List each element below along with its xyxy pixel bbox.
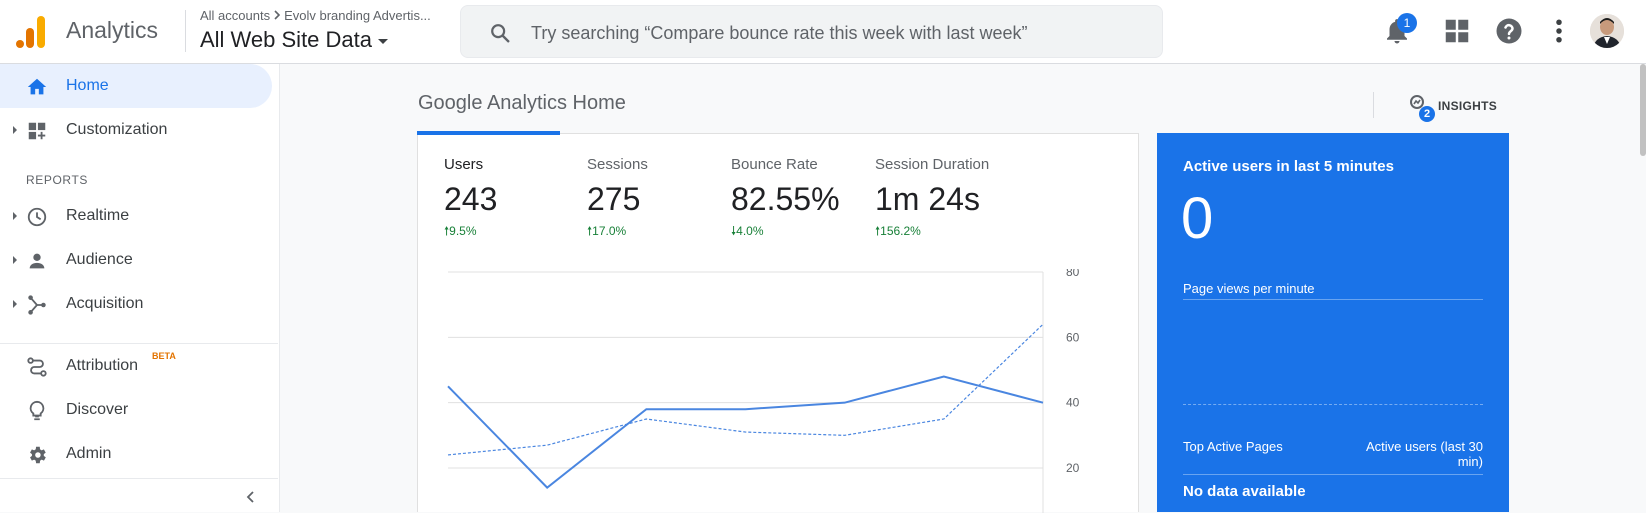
gear-icon: [30, 446, 46, 464]
caret-down-icon: [378, 38, 389, 44]
realtime-sparkline-baseline: [1183, 404, 1483, 405]
beta-badge: BETA: [152, 351, 176, 361]
page-views-label: Page views per minute: [1183, 281, 1315, 296]
y-tick-label: 80: [1066, 269, 1080, 279]
realtime-divider: [1183, 474, 1483, 475]
selected-tab-indicator: [417, 131, 560, 135]
sidebar-item-admin[interactable]: Admin: [0, 432, 272, 476]
search-input[interactable]: [531, 20, 1141, 46]
sidebar-divider: [0, 343, 278, 344]
page-title: Google Analytics Home: [418, 92, 626, 114]
realtime-value: 0: [1181, 186, 1214, 251]
metric-value: 243: [444, 181, 498, 217]
property-name: All Web Site Data: [200, 27, 373, 52]
metric-users[interactable]: Users 243 🠕9.5%: [444, 156, 584, 243]
header-divider: [185, 10, 186, 52]
arrow-up-icon: 🠕: [444, 224, 450, 238]
metric-value: 82.55%: [731, 181, 840, 217]
expand-arrow-icon: [13, 256, 17, 264]
metric-bounce-rate[interactable]: Bounce Rate 82.55% 🠗4.0%: [731, 156, 871, 243]
realtime-title: Active users in last 5 minutes: [1183, 158, 1394, 175]
person-icon: [29, 253, 45, 269]
sidebar-item-customization[interactable]: Customization: [0, 108, 272, 152]
expand-arrow-icon: [13, 300, 17, 308]
overview-card: Users 243 🠕9.5% Sessions 275 🠕17.0% Boun…: [417, 133, 1139, 513]
y-tick-label: 60: [1066, 330, 1080, 344]
sidebar-item-label: Discover: [66, 401, 129, 418]
current-period-line: [447, 375, 1044, 489]
expand-arrow-icon: [13, 126, 17, 134]
sidebar-item-label: Customization: [66, 121, 168, 138]
insights-icon: [1410, 95, 1424, 109]
metric-label: Users: [444, 156, 484, 173]
sidebar: Home Customization REPORTS Realtime Audi…: [0, 64, 280, 512]
metric-change: 🠕9.5%: [444, 224, 477, 238]
breadcrumb[interactable]: All accounts Evolv branding Advertis...: [200, 8, 450, 23]
home-icon: [27, 78, 47, 95]
metric-label: Bounce Rate: [731, 156, 818, 173]
sidebar-item-audience[interactable]: Audience: [0, 238, 272, 282]
apps-grid-icon[interactable]: [1442, 16, 1472, 46]
page-scrollbar[interactable]: [1640, 64, 1646, 156]
sidebar-item-attribution[interactable]: Attribution BETA: [0, 344, 272, 388]
y-tick-label: 40: [1066, 396, 1080, 410]
arrow-down-icon: 🠗: [731, 224, 737, 238]
metric-sessions[interactable]: Sessions 275 🠕17.0%: [587, 156, 727, 243]
sidebar-item-label: Acquisition: [66, 295, 144, 312]
top-active-pages-header: Top Active Pages: [1183, 439, 1283, 454]
active-users-header: Active users (last 30 min): [1365, 439, 1483, 469]
breadcrumb-root: All accounts: [200, 8, 271, 23]
expand-arrow-icon: [13, 212, 17, 220]
metric-value: 275: [587, 181, 641, 217]
sidebar-divider: [0, 478, 278, 479]
help-icon[interactable]: [1494, 16, 1524, 46]
app-name: Analytics: [66, 17, 159, 43]
attribution-icon: [27, 357, 47, 377]
metric-value: 1m 24s: [875, 181, 980, 217]
insights-label: INSIGHTS: [1438, 99, 1498, 113]
metric-change: 🠗4.0%: [731, 224, 764, 238]
realtime-card: Active users in last 5 minutes 0 Page vi…: [1157, 133, 1509, 512]
metric-label: Sessions: [587, 156, 648, 173]
insights-badge: 2: [1419, 106, 1435, 122]
sidebar-item-realtime[interactable]: Realtime: [0, 194, 272, 238]
user-photo-icon: [1590, 14, 1624, 48]
no-data-message: No data available: [1183, 483, 1306, 500]
acquisition-icon: [28, 295, 46, 315]
metric-change: 🠕156.2%: [875, 224, 921, 238]
lightbulb-icon: [29, 400, 45, 421]
analytics-logo-icon[interactable]: [16, 14, 46, 48]
avatar[interactable]: [1590, 14, 1624, 48]
chevron-right-icon: [273, 8, 281, 23]
search-icon: [491, 24, 510, 43]
realtime-divider: [1183, 299, 1483, 300]
y-tick-label: 20: [1066, 461, 1080, 475]
sidebar-item-discover[interactable]: Discover: [0, 388, 272, 432]
collapse-sidebar-icon[interactable]: [244, 490, 258, 504]
arrow-up-icon: 🠕: [875, 224, 881, 238]
previous-period-line: [447, 323, 1044, 456]
sidebar-item-label: Admin: [66, 445, 112, 462]
sidebar-item-label: Realtime: [66, 207, 130, 224]
metric-change: 🠕17.0%: [587, 224, 627, 238]
top-header: Analytics All accounts Evolv branding Adv…: [0, 0, 1646, 64]
arrow-up-icon: 🠕: [587, 224, 593, 238]
sidebar-item-label: Attribution: [66, 357, 139, 374]
search-bar[interactable]: [460, 5, 1163, 58]
sidebar-item-home[interactable]: Home: [0, 64, 272, 108]
metric-session-duration[interactable]: Session Duration 1m 24s 🠕156.2%: [875, 156, 1015, 243]
breadcrumb-account: Evolv branding Advertis...: [284, 8, 431, 23]
more-vert-icon[interactable]: [1544, 16, 1574, 46]
clock-icon: [27, 207, 47, 227]
property-selector[interactable]: All Web Site Data: [200, 27, 389, 53]
sidebar-item-label: Audience: [66, 251, 133, 268]
insights-divider: [1373, 92, 1374, 118]
section-label-reports: REPORTS: [26, 173, 88, 187]
notification-badge: 1: [1397, 13, 1417, 33]
sidebar-item-label: Home: [66, 77, 109, 94]
dashboard-icon: [28, 122, 46, 140]
metric-label: Session Duration: [875, 156, 990, 173]
sidebar-item-acquisition[interactable]: Acquisition: [0, 282, 272, 326]
users-line-chart: 80 60 40 20: [447, 269, 1080, 513]
